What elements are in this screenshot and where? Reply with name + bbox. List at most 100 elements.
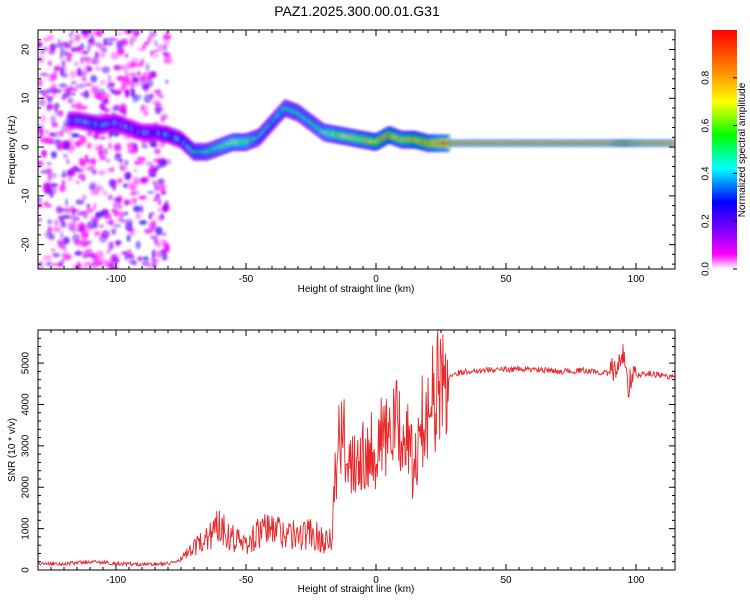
heatmap-cell [38, 42, 42, 47]
heatmap-cell [87, 220, 97, 229]
heatmap-cell [143, 111, 149, 117]
heatmap-cell [54, 108, 58, 113]
heatmap-cell [42, 37, 50, 42]
heatmap-cell [163, 44, 168, 51]
heatmap-cell [152, 249, 156, 258]
heatmap-cell [91, 169, 97, 175]
heatmap-cell [119, 163, 125, 170]
heatmap-cell [63, 253, 72, 261]
heatmap-cell [85, 166, 94, 171]
heatmap-cell [74, 61, 79, 67]
heatmap-cell [67, 168, 76, 177]
heatmap-cell [127, 180, 132, 188]
heatmap-cell [81, 50, 89, 55]
heatmap-cell [84, 211, 88, 217]
heatmap-cell [54, 102, 60, 109]
spectrogram-y-label: Frequency (Hz) [7, 116, 18, 185]
heatmap-cell [44, 129, 50, 134]
heatmap-cell [39, 72, 48, 77]
heatmap-cell [95, 250, 104, 260]
heatmap-cell [130, 88, 136, 98]
heatmap-cell [58, 110, 64, 114]
heatmap-cell [102, 147, 109, 156]
heatmap-cell [67, 97, 74, 104]
heatmap-cell [78, 82, 86, 89]
heatmap-cell [50, 247, 56, 252]
heatmap-cell [80, 69, 88, 77]
heatmap-cell [125, 159, 129, 166]
heatmap-cell [47, 227, 53, 232]
heatmap-cell [115, 32, 122, 36]
heatmap-cell [106, 167, 113, 173]
x-tick-label: 0 [373, 274, 379, 285]
heatmap-cell [140, 204, 144, 214]
heatmap-cell [103, 211, 107, 220]
heatmap-cell [67, 138, 74, 145]
heatmap-cell [157, 198, 162, 206]
heatmap-cell [38, 160, 44, 167]
heatmap-cell [54, 131, 60, 138]
heatmap-cell [63, 44, 70, 49]
heatmap-cell [40, 169, 48, 174]
heatmap-cell [45, 168, 52, 175]
heatmap-cell [71, 144, 76, 151]
colorbar-tick-label: 0.6 [701, 118, 712, 132]
heatmap-cell [48, 233, 55, 241]
heatmap-cell [57, 38, 61, 45]
heatmap-cell [109, 219, 114, 226]
heatmap-cell [75, 180, 80, 184]
heatmap-cell [92, 59, 96, 64]
heatmap-cell [73, 265, 78, 269]
heatmap-cell [79, 135, 87, 145]
heatmap-cell [69, 70, 77, 79]
heatmap-cell [71, 92, 76, 96]
heatmap-cell [47, 219, 52, 225]
heatmap-cell [144, 76, 153, 80]
colorbar-label: Normalized spectral amplitude [737, 82, 748, 217]
heatmap-cell [102, 190, 108, 196]
y-tick-label: 10 [21, 92, 32, 104]
heatmap-cell [163, 38, 170, 47]
heatmap-cell [147, 36, 153, 42]
heatmap-cell [137, 256, 143, 262]
heatmap-cell [52, 88, 57, 96]
heatmap-cell [76, 212, 86, 216]
heatmap-cell [157, 178, 165, 185]
heatmap-cell [116, 40, 123, 49]
heatmap-cell [104, 99, 109, 104]
heatmap-cell [80, 229, 89, 239]
heatmap-cell [69, 38, 75, 43]
heatmap-cell [38, 78, 43, 87]
heatmap-cell [49, 191, 54, 199]
heatmap-cell [97, 260, 103, 265]
heatmap-cell [102, 108, 111, 112]
heatmap-cell [152, 100, 160, 104]
heatmap-cell [71, 133, 80, 138]
heatmap-cell [99, 102, 105, 109]
heatmap-cell [40, 114, 46, 124]
heatmap-cell [86, 66, 93, 73]
heatmap-cell [162, 204, 168, 212]
heatmap-cell [141, 144, 149, 149]
heatmap-cell [127, 149, 136, 154]
heatmap-cell [49, 43, 56, 51]
x-tick-label: 0 [373, 575, 379, 586]
heatmap-cell [150, 235, 159, 240]
heatmap-cell [154, 183, 159, 190]
heatmap-cell [61, 72, 68, 78]
heatmap-cell [158, 159, 168, 167]
heatmap-cell [122, 30, 129, 33]
heatmap-cell [77, 173, 86, 179]
heatmap-cell [71, 80, 77, 85]
heatmap-cell [139, 79, 147, 87]
heatmap-cell [82, 194, 87, 201]
heatmap-cell [54, 219, 59, 227]
heatmap-cell [126, 254, 135, 258]
heatmap-cell [123, 199, 130, 206]
colorbar-tick-label: 0.4 [701, 166, 712, 180]
heatmap-cell [58, 215, 63, 220]
heatmap-cell [75, 199, 85, 205]
heatmap-cell [47, 60, 53, 66]
